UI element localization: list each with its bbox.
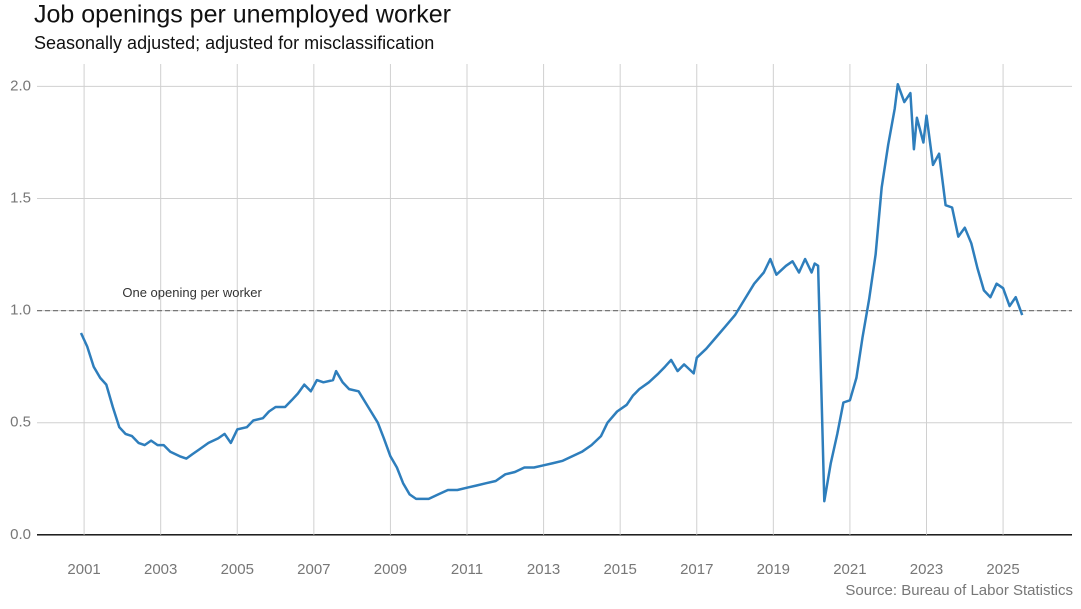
y-tick-label: 2.0: [10, 77, 31, 94]
x-tick-label: 2021: [833, 561, 866, 578]
y-tick-label: 1.5: [10, 189, 31, 206]
x-tick-label: 2015: [603, 561, 636, 578]
chart-title: Job openings per unemployed worker: [34, 1, 451, 29]
x-tick-label: 2007: [297, 561, 330, 578]
source-note: Source: Bureau of Labor Statistics: [845, 582, 1073, 599]
x-tick-label: 2013: [527, 561, 560, 578]
reference-label: One opening per worker: [122, 285, 262, 300]
x-tick-label: 2003: [144, 561, 177, 578]
x-tick-label: 2001: [67, 561, 100, 578]
y-tick-label: 0.0: [10, 526, 31, 543]
x-tick-label: 2005: [221, 561, 254, 578]
x-tick-label: 2011: [451, 561, 483, 578]
x-tick-label: 2023: [910, 561, 943, 578]
x-tick-label: 2019: [757, 561, 790, 578]
chart-subtitle: Seasonally adjusted; adjusted for miscla…: [34, 33, 434, 53]
y-tick-label: 0.5: [10, 414, 31, 431]
x-tick-label: 2025: [986, 561, 1019, 578]
y-tick-label: 1.0: [10, 302, 31, 319]
x-tick-label: 2017: [680, 561, 713, 578]
data-line: [79, 82, 1024, 503]
x-tick-label: 2009: [374, 561, 407, 578]
